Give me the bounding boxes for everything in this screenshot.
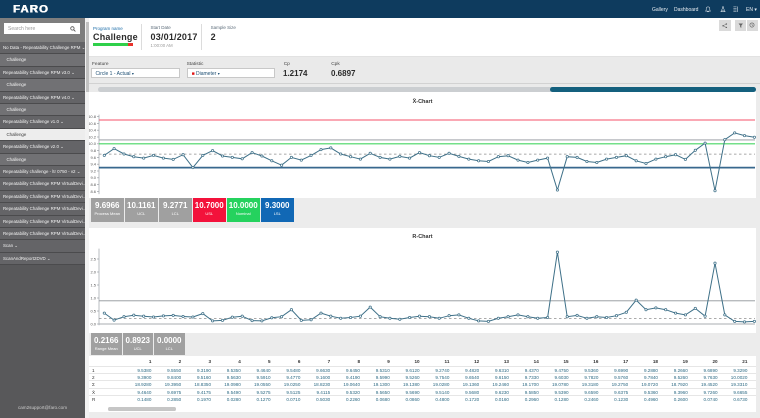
svg-text:0.0: 0.0 <box>90 321 96 326</box>
svg-text:10.6: 10.6 <box>89 121 97 126</box>
svg-text:1.0: 1.0 <box>90 295 96 300</box>
svg-text:8.6: 8.6 <box>90 189 96 194</box>
svg-text:9.2: 9.2 <box>90 168 96 173</box>
svg-text:9.4: 9.4 <box>90 162 96 167</box>
svg-text:2.0: 2.0 <box>90 269 96 274</box>
svg-text:8.8: 8.8 <box>90 182 96 187</box>
svg-text:10.8: 10.8 <box>89 114 97 119</box>
svg-text:10.4: 10.4 <box>89 128 97 133</box>
svg-text:9.6: 9.6 <box>90 155 96 160</box>
svg-text:9.0: 9.0 <box>90 175 96 180</box>
svg-text:10.0: 10.0 <box>89 141 97 146</box>
svg-text:9.8: 9.8 <box>90 148 96 153</box>
svg-text:0.5: 0.5 <box>90 308 96 313</box>
svg-text:2.5: 2.5 <box>90 256 96 261</box>
svg-text:1.5: 1.5 <box>90 282 96 287</box>
svg-text:10.2: 10.2 <box>89 134 97 139</box>
